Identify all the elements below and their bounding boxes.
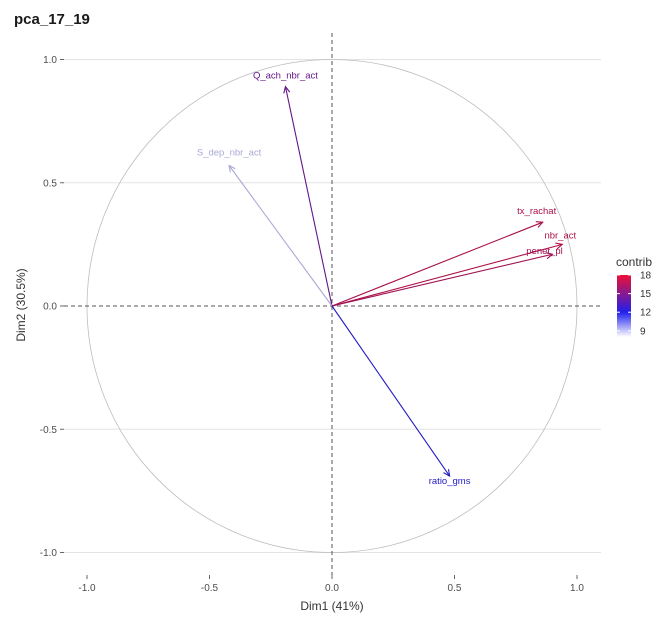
- variable-labels: Q_ach_nbr_act S_dep_nbr_act tx_rachat nbr_a…: [197, 71, 577, 487]
- variable-label: nbr_act: [544, 230, 576, 241]
- variable-label: ratio_gms: [429, 476, 471, 487]
- y-tick-label: 0.0: [43, 302, 57, 313]
- arrow-nbr_act: [331, 243, 563, 307]
- arrowhead-S_dep_nbr_act: [228, 164, 236, 173]
- arrow-Q_ach_nbr_act: [284, 86, 333, 307]
- legend-ticks: 18 15 12 9: [617, 271, 652, 337]
- arrow-S_dep_nbr_act: [228, 165, 333, 307]
- legend-colorbar: [617, 275, 631, 337]
- legend: contrib 18 15 12 9: [616, 255, 652, 337]
- variable-label: penet_pl: [526, 246, 562, 257]
- arrowhead-ratio_gms: [443, 469, 451, 478]
- arrow-tx_rachat: [331, 221, 543, 307]
- x-tick-label: 0.0: [325, 583, 339, 594]
- y-axis-title: Dim2 (30.5%): [14, 268, 28, 341]
- x-tick-label: -0.5: [201, 583, 219, 594]
- variable-label: S_dep_nbr_act: [197, 147, 262, 158]
- y-tick-label: -0.5: [40, 425, 58, 436]
- legend-tick-label: 15: [640, 289, 652, 300]
- legend-title: contrib: [616, 255, 652, 269]
- x-tick-label: -1.0: [78, 583, 96, 594]
- arrowhead-tx_rachat: [535, 221, 544, 228]
- legend-tick-label: 12: [640, 308, 652, 319]
- y-tick-label: 0.5: [43, 178, 57, 189]
- variable-label: Q_ach_nbr_act: [253, 71, 318, 82]
- variable-label: tx_rachat: [517, 206, 556, 217]
- axis-ticks: -1.0 -0.5 0.0 0.5 1.0 1.0 0.5 0.0 -0.5 -1.0: [40, 55, 585, 594]
- variable-arrows: [228, 85, 564, 478]
- arrow-ratio_gms: [331, 305, 451, 477]
- legend-tick-label: 9: [640, 326, 646, 337]
- chart-title: pca_17_19: [14, 11, 90, 28]
- arrowhead-nbr_act: [555, 242, 564, 250]
- reference-lines: [64, 33, 601, 575]
- x-tick-label: 1.0: [570, 583, 584, 594]
- x-tick-label: 0.5: [448, 583, 462, 594]
- arrowhead-Q_ach_nbr_act: [283, 85, 291, 94]
- arrow-penet_pl: [331, 253, 553, 307]
- arrowhead-penet_pl: [545, 252, 554, 260]
- x-axis-title: Dim1 (41%): [300, 599, 363, 613]
- y-tick-label: 1.0: [43, 55, 57, 66]
- legend-tick-label: 18: [640, 271, 652, 282]
- y-tick-label: -1.0: [40, 548, 58, 559]
